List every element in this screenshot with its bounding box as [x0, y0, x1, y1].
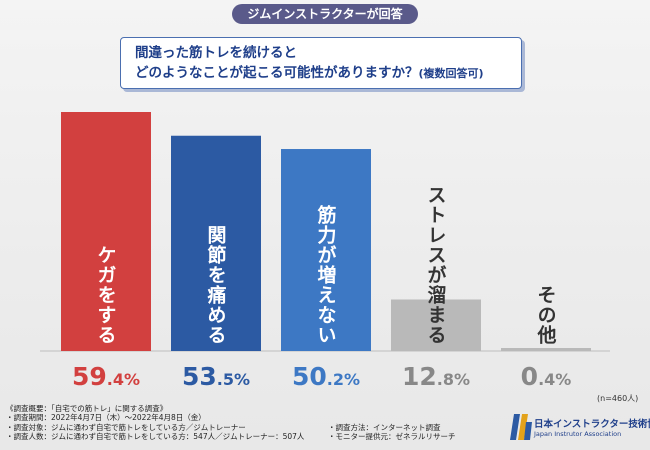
value-label-int: 50	[291, 362, 327, 391]
question-line-2: どのようなことが起こる可能性がありますか？(複数回答可)	[135, 63, 521, 84]
value-label-dec: .4%	[538, 370, 572, 389]
value-label-3: 50.2%	[276, 362, 376, 391]
value-label-2: 53.5%	[166, 362, 266, 391]
bar-label-1: ケガをする	[94, 245, 117, 345]
survey-period: ・調査期間：2022年4月7日（木）〜2022年4月8日（金）	[6, 413, 206, 423]
bar-2	[171, 135, 261, 351]
sample-size-note: (n=460人)	[597, 394, 639, 403]
survey-provider: ・モニター提供元：ゼネラルリサーチ	[328, 432, 456, 442]
bar-label-5: その他	[534, 285, 557, 345]
survey-target: ・調査対象：ジムに通わず自宅で筋トレをしている方／ジムトレーナー	[6, 422, 246, 432]
association-logo-icon	[510, 414, 532, 440]
survey-count: ・調査人数：ジムに通わず自宅で筋トレをしている方：547人／ジムトレーナー：50…	[6, 432, 305, 442]
value-label-4: 12.8%	[386, 362, 486, 391]
bar-label-3: 筋力が増えない	[314, 205, 337, 345]
value-label-dec: .4%	[106, 370, 141, 389]
value-label-dec: .2%	[326, 370, 361, 389]
bar-4	[391, 299, 481, 351]
header-badge: ジムインストラクターが回答	[232, 4, 418, 24]
bar-label-2: 関節を痛める	[204, 225, 227, 345]
association-name-en: Japan Instrutor Association	[534, 430, 622, 438]
question-note: (複数回答可)	[418, 67, 484, 80]
bar-5	[501, 348, 591, 351]
value-label-dec: .5%	[216, 370, 251, 389]
value-label-dec: .8%	[436, 370, 471, 389]
value-label-5: 0.4%	[496, 362, 596, 391]
question-line-1: 間違った筋トレを続けると	[135, 45, 297, 61]
question-line-2-text: どのようなことが起こる可能性がありますか？	[135, 65, 419, 81]
question-box: 間違った筋トレを続けると どのようなことが起こる可能性がありますか？(複数回答可…	[120, 37, 522, 89]
association-logo: 日本インストラクター技術協会 Japan Instrutor Associati…	[510, 412, 650, 444]
survey-method: ・調査方法：インターネット調査	[328, 422, 441, 432]
bar-label-4: ストレスが溜まる	[424, 185, 447, 345]
value-label-int: 0	[520, 362, 539, 391]
bar-1	[61, 112, 151, 351]
association-name-ja: 日本インストラクター技術協会	[534, 419, 650, 430]
value-label-1: 59.4%	[56, 362, 156, 391]
survey-title: 《調査概要：「自宅での筋トレ」に関する調査》	[6, 404, 168, 413]
survey-notes: 《調査概要：「自宅での筋トレ」に関する調査》 ・調査期間：2022年4月7日（木…	[6, 404, 526, 442]
value-label-int: 53	[181, 362, 217, 391]
bar-3	[281, 149, 371, 351]
value-label-int: 12	[401, 362, 437, 391]
value-label-int: 59	[71, 362, 107, 391]
